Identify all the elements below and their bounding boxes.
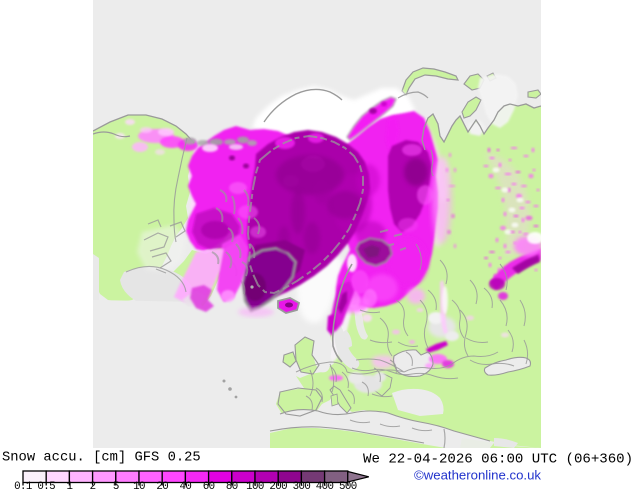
svg-text:400: 400 [316,481,334,490]
svg-text:We 22-04-2026 06:00 UTC (06+36: We 22-04-2026 06:00 UTC (06+360) [363,452,633,468]
svg-text:40: 40 [180,481,192,490]
svg-text:500: 500 [339,481,357,490]
svg-text:60: 60 [203,481,215,490]
svg-text:Snow accu. [cm] GFS 0.25: Snow accu. [cm] GFS 0.25 [2,450,201,466]
svg-text:100: 100 [246,481,264,490]
svg-text:20: 20 [156,481,168,490]
svg-text:300: 300 [293,481,311,490]
svg-text:2: 2 [90,481,96,490]
svg-text:80: 80 [226,481,238,490]
svg-text:200: 200 [269,481,287,490]
svg-text:1: 1 [66,481,72,490]
svg-text:5: 5 [113,481,119,490]
svg-text:©weatheronline.co.uk: ©weatheronline.co.uk [414,468,541,483]
svg-text:0.1: 0.1 [14,481,32,490]
svg-text:10: 10 [133,481,145,490]
svg-text:0.5: 0.5 [37,481,55,490]
